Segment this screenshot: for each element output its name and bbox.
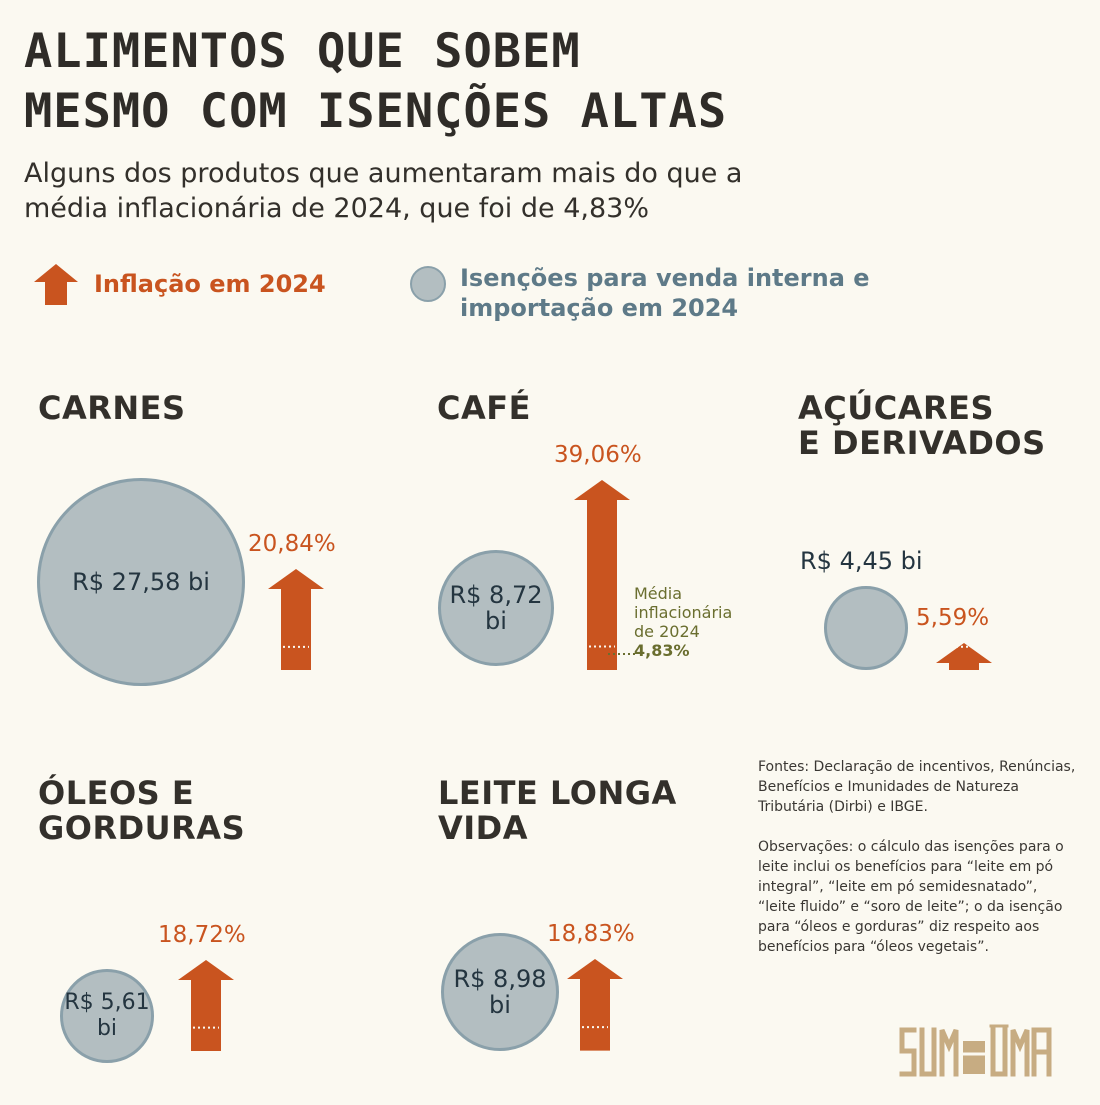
inflation-label-acucares: 5,59% — [916, 604, 990, 631]
sumauma-logo — [899, 1024, 1052, 1077]
inflation-label-cafe: 39,06% — [554, 442, 642, 468]
legend-exemption-label: Isenções para venda interna e importação… — [460, 263, 870, 323]
exemption-bubble-acucares — [824, 586, 908, 670]
category-title-line-2: E DERIVADOS — [798, 424, 1046, 462]
exemption-bubble-leite: R$ 8,98 bi — [440, 932, 560, 1052]
inflation-arrow-shape — [567, 959, 623, 1051]
inflation-label-carnes: 20,84% — [248, 530, 336, 557]
legend-exemption-line-1: Isenções para venda interna e — [460, 264, 870, 292]
average-label-line-1: Média — [634, 584, 683, 603]
title-line-2: MESMO COM ISENÇÕES ALTAS — [24, 84, 728, 139]
inflation-arrow-shape — [936, 642, 992, 670]
inflation-label-oleos: 18,72% — [158, 921, 246, 948]
average-label-line-3: de 2024 — [634, 622, 700, 641]
inflation-arrow-acucares — [936, 642, 992, 670]
exemption-value: R$ 27,58 bi — [72, 568, 210, 596]
category-title-line-1: LEITE LONGA — [438, 774, 677, 812]
average-inflation-annotation: Média inflacionária de 2024 4,83% — [634, 584, 732, 660]
exemption-value: R$ 8,98 — [453, 964, 547, 993]
inflation-arrow-cafe — [574, 480, 630, 670]
notes-panel: Fontes: Declaração de incentivos, Renúnc… — [758, 757, 1078, 977]
sources-note: Fontes: Declaração de incentivos, Renúnc… — [758, 759, 1076, 815]
inflation-arrow-shape — [268, 568, 324, 670]
category-title-line-2: VIDA — [438, 809, 528, 847]
subtitle-line-1: Alguns dos produtos que aumentaram mais … — [24, 158, 743, 189]
exemption-bubble-cafe: R$ 8,72 bi — [437, 549, 555, 667]
inflation-arrow-carnes — [268, 568, 324, 670]
legend-inflation-label: Inflação em 2024 — [94, 270, 326, 298]
average-label-line-2: inflacionária — [634, 603, 733, 622]
page-title: ALIMENTOS QUE SOBEM MESMO COM ISENÇÕES A… — [24, 22, 727, 142]
inflation-arrow-leite — [567, 959, 623, 1051]
category-title-line-1: CARNES — [38, 389, 186, 427]
inflation-arrow-oleos — [178, 959, 234, 1051]
inflation-label-leite: 18,83% — [547, 921, 635, 948]
category-title-line-1: CAFÉ — [437, 389, 531, 427]
subtitle-line-2: média inflacionária de 2024, que foi de … — [24, 193, 649, 224]
category-title-line-2: GORDURAS — [38, 809, 246, 847]
category-title-leite: LEITE LONGA VIDA — [438, 776, 677, 846]
exemption-value: R$ 8,72 — [449, 580, 543, 609]
average-value: 4,83% — [634, 641, 690, 660]
exemption-value: R$ 5,61 — [64, 989, 150, 1015]
page-subtitle: Alguns dos produtos que aumentaram mais … — [24, 156, 984, 226]
legend-arrow-icon — [34, 264, 78, 305]
exemption-unit: bi — [489, 990, 511, 1019]
category-title-line-1: AÇÚCARES — [798, 389, 995, 427]
observations-note: Observações: o cálculo das isenções para… — [758, 839, 1064, 955]
exemption-bubble-oleos: R$ 5,61 bi — [60, 969, 154, 1063]
exemption-unit: bi — [485, 606, 507, 635]
legend-circle-icon — [410, 266, 446, 302]
category-title-carnes: CARNES — [38, 391, 186, 426]
category-title-cafe: CAFÉ — [437, 391, 531, 426]
legend-exemption-line-2: importação em 2024 — [460, 294, 739, 322]
title-line-1: ALIMENTOS QUE SOBEM — [24, 24, 581, 79]
average-leader-line — [608, 653, 638, 655]
exemption-unit: bi — [96, 1015, 118, 1041]
exemption-label-acucares: R$ 4,45 bi — [800, 547, 923, 575]
inflation-arrow-shape — [574, 480, 630, 670]
category-title-line-1: ÓLEOS E — [38, 774, 195, 812]
category-title-oleos: ÓLEOS E GORDURAS — [38, 776, 245, 846]
inflation-arrow-shape — [178, 959, 234, 1051]
exemption-bubble-carnes: R$ 27,58 bi — [37, 478, 245, 686]
category-title-acucares: AÇÚCARES E DERIVADOS — [798, 391, 1046, 461]
